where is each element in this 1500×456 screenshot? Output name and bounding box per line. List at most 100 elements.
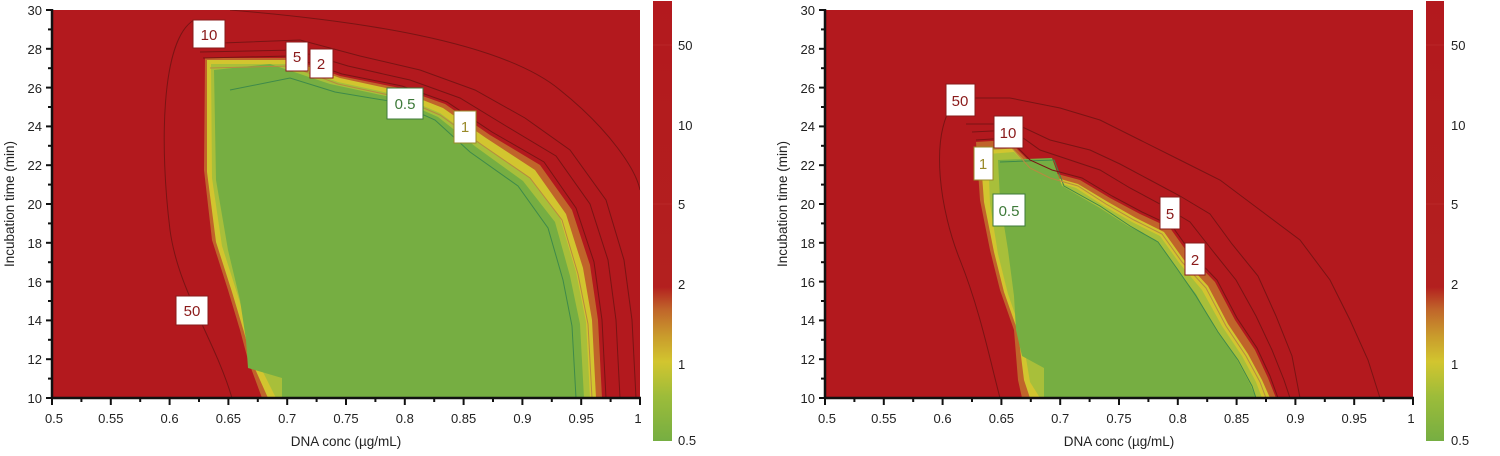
- y-tick-label: 20: [801, 197, 815, 212]
- y-axis-labels: 10 12 14 16 18 20 22 24 26 28 30: [28, 3, 42, 406]
- x-tick-label: 0.9: [1286, 411, 1304, 426]
- x-tick-label: 0.8: [1169, 411, 1187, 426]
- y-tick-label: 30: [801, 3, 815, 18]
- contour-label-1: 1: [973, 146, 994, 181]
- x-axis-title: DNA conc (µg/mL): [1064, 434, 1175, 449]
- y-tick-label: 24: [801, 119, 815, 134]
- x-tick-label: 0.65: [989, 411, 1014, 426]
- svg-text:50: 50: [184, 303, 201, 320]
- x-axis-labels: 0.5 0.55 0.6 0.65 0.7 0.75 0.8 0.85 0.9 …: [45, 411, 642, 426]
- y-tick-label: 10: [28, 391, 42, 406]
- x-axis-title: DNA conc (µg/mL): [291, 434, 402, 449]
- colorbar-tick-label: 50: [1451, 38, 1465, 53]
- contour-label-50: 50: [175, 295, 209, 326]
- svg-text:0.5: 0.5: [395, 96, 416, 113]
- y-tick-label: 26: [28, 81, 42, 96]
- colorbar-tick-label: 5: [678, 197, 685, 212]
- y-tick-label: 18: [801, 236, 815, 251]
- y-axis-ticks: [819, 9, 825, 399]
- colorbar-tick-label: 1: [1451, 357, 1458, 372]
- x-axis-ticks: [824, 398, 1414, 405]
- x-tick-label: 0.55: [871, 411, 896, 426]
- contour-label-2: 2: [309, 48, 334, 79]
- colorbar-gradient: [1426, 1, 1444, 441]
- colorbar: 50 10 5 2 1 0.5: [1426, 1, 1469, 448]
- x-tick-label: 0.6: [934, 411, 952, 426]
- right-contour-chart: 10 12 14 16 18 20 22 24 26 28 30 Incubat…: [750, 0, 1500, 451]
- svg-text:50: 50: [952, 93, 969, 110]
- y-tick-label: 16: [28, 275, 42, 290]
- x-tick-label: 0.5: [45, 411, 63, 426]
- x-tick-label: 0.95: [569, 411, 594, 426]
- colorbar-tick-label: 1: [678, 357, 685, 372]
- y-tick-label: 30: [28, 3, 42, 18]
- x-tick-label: 0.7: [278, 411, 296, 426]
- svg-text:0.5: 0.5: [999, 203, 1020, 220]
- x-tick-label: 0.5: [818, 411, 836, 426]
- svg-text:2: 2: [317, 56, 325, 73]
- contour-lines: [939, 97, 1381, 398]
- colorbar: 50 10 5 2 1 0.5: [653, 1, 696, 448]
- contour-fill: [204, 58, 602, 398]
- x-tick-label: 0.85: [451, 411, 476, 426]
- x-tick-label: 0.6: [161, 411, 179, 426]
- x-tick-label: 0.75: [333, 411, 358, 426]
- contour-label-0-5: 0.5: [386, 87, 424, 120]
- svg-text:1: 1: [979, 156, 987, 173]
- y-tick-label: 14: [801, 313, 815, 328]
- contour-label-5: 5: [1159, 196, 1181, 230]
- y-axis-title: Incubation time (min): [2, 141, 17, 267]
- y-tick-label: 14: [28, 313, 42, 328]
- y-axis-ticks: [46, 9, 52, 399]
- y-tick-label: 12: [28, 352, 42, 367]
- contour-labels: 10 5 2 0.5 1 50: [175, 19, 477, 326]
- y-axis-labels: 10 12 14 16 18 20 22 24 26 28 30: [801, 3, 815, 406]
- svg-text:5: 5: [1166, 206, 1174, 223]
- colorbar-tick-label: 10: [1451, 118, 1465, 133]
- colorbar-tick-label: 2: [1451, 277, 1458, 292]
- contour-label-1: 1: [453, 110, 477, 144]
- colorbar-tick-label: 5: [1451, 197, 1458, 212]
- y-tick-label: 18: [28, 236, 42, 251]
- x-axis-ticks: [51, 398, 641, 405]
- x-tick-label: 1: [1407, 411, 1414, 426]
- contour-fill: [976, 140, 1276, 398]
- x-tick-label: 0.85: [1224, 411, 1249, 426]
- y-axis-title: Incubation time (min): [775, 141, 790, 267]
- y-tick-label: 22: [28, 158, 42, 173]
- x-tick-label: 0.75: [1106, 411, 1131, 426]
- y-tick-label: 10: [801, 391, 815, 406]
- x-tick-label: 0.55: [98, 411, 123, 426]
- y-tick-label: 20: [28, 197, 42, 212]
- colorbar-tick-label: 0.5: [678, 433, 696, 448]
- colorbar-tick-label: 2: [678, 277, 685, 292]
- svg-text:2: 2: [1191, 252, 1199, 269]
- left-contour-chart: 10 12 14 16 18 20 22 24 26 28 30 Incubat…: [0, 0, 750, 451]
- x-tick-label: 0.8: [396, 411, 414, 426]
- svg-text:5: 5: [293, 49, 301, 66]
- x-tick-label: 0.95: [1342, 411, 1367, 426]
- y-tick-label: 28: [801, 42, 815, 57]
- x-tick-label: 0.7: [1051, 411, 1069, 426]
- x-tick-label: 0.9: [513, 411, 531, 426]
- x-tick-label: 0.65: [216, 411, 241, 426]
- contour-labels: 50 10 1 0.5 5 2: [945, 83, 1206, 276]
- y-tick-label: 12: [801, 352, 815, 367]
- contour-label-5: 5: [285, 41, 309, 72]
- y-tick-label: 16: [801, 275, 815, 290]
- contour-label-0-5: 0.5: [992, 193, 1026, 227]
- y-tick-label: 22: [801, 158, 815, 173]
- colorbar-tick-label: 0.5: [1451, 433, 1469, 448]
- contour-label-2: 2: [1184, 242, 1206, 276]
- y-tick-label: 26: [801, 81, 815, 96]
- colorbar-gradient: [653, 1, 672, 441]
- y-tick-label: 28: [28, 42, 42, 57]
- svg-text:10: 10: [201, 27, 218, 44]
- colorbar-tick-label: 50: [678, 38, 692, 53]
- x-axis-labels: 0.5 0.55 0.6 0.65 0.7 0.75 0.8 0.85 0.9 …: [818, 411, 1415, 426]
- x-tick-label: 1: [634, 411, 641, 426]
- svg-text:1: 1: [461, 119, 469, 136]
- contour-label-50: 50: [945, 83, 976, 117]
- contour-label-10: 10: [993, 115, 1024, 149]
- y-tick-label: 24: [28, 119, 42, 134]
